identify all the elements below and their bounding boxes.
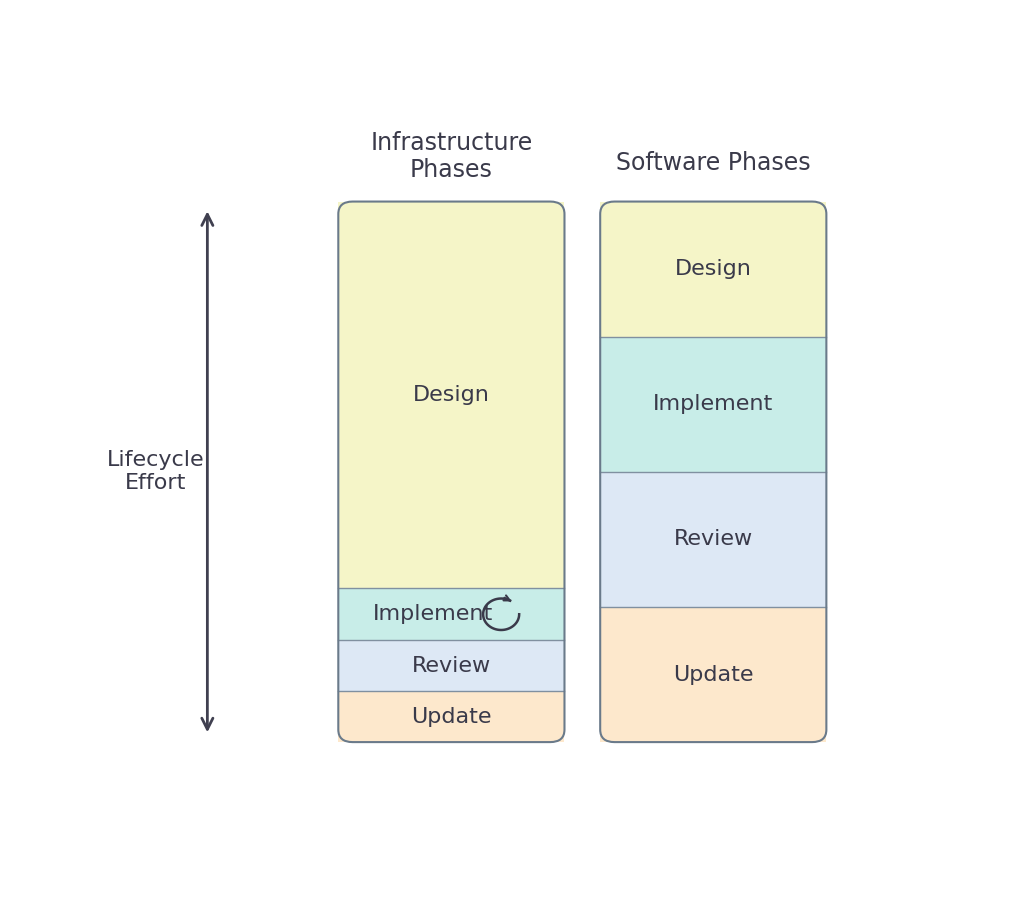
FancyBboxPatch shape xyxy=(600,202,826,337)
Text: Update: Update xyxy=(412,706,492,726)
FancyBboxPatch shape xyxy=(338,641,564,691)
FancyBboxPatch shape xyxy=(600,607,826,742)
Text: Review: Review xyxy=(674,529,753,549)
Text: Infrastructure
Phases: Infrastructure Phases xyxy=(371,130,532,183)
FancyBboxPatch shape xyxy=(600,337,826,472)
Text: Design: Design xyxy=(413,385,489,405)
Text: Design: Design xyxy=(675,259,752,279)
FancyBboxPatch shape xyxy=(338,588,564,641)
FancyBboxPatch shape xyxy=(338,202,564,588)
FancyBboxPatch shape xyxy=(338,691,564,742)
Text: Lifecycle
Effort: Lifecycle Effort xyxy=(106,450,205,493)
Text: Implement: Implement xyxy=(373,604,494,625)
FancyBboxPatch shape xyxy=(600,472,826,607)
Text: Review: Review xyxy=(412,656,492,676)
Text: Update: Update xyxy=(673,664,754,685)
Text: Software Phases: Software Phases xyxy=(616,151,811,176)
Text: Implement: Implement xyxy=(653,394,773,414)
